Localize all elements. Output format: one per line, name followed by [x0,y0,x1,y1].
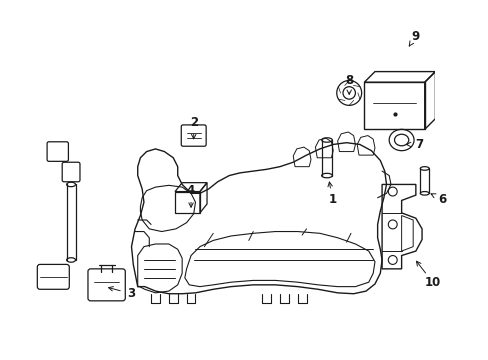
Text: 6: 6 [437,193,446,206]
Text: 1: 1 [327,193,336,206]
Text: 7: 7 [414,138,423,151]
Text: 8: 8 [345,74,353,87]
Text: 3: 3 [127,287,135,300]
Text: 9: 9 [411,30,419,42]
Text: 10: 10 [424,276,440,289]
Text: 4: 4 [186,184,195,197]
Text: 2: 2 [189,116,197,129]
